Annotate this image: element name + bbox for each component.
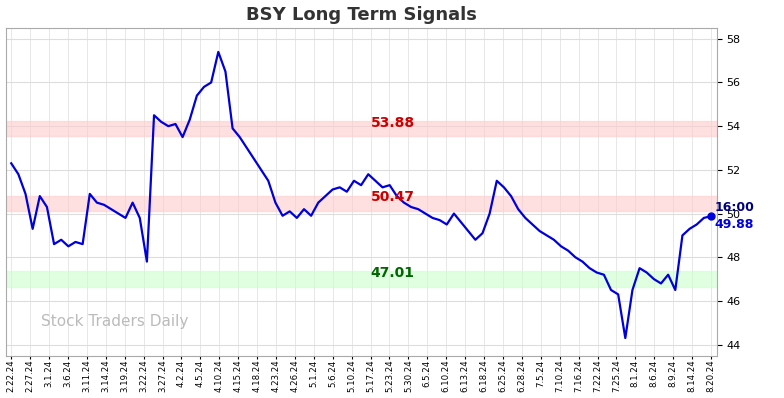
Text: 53.88: 53.88 xyxy=(371,115,415,130)
Text: Stock Traders Daily: Stock Traders Daily xyxy=(41,314,188,329)
Title: BSY Long Term Signals: BSY Long Term Signals xyxy=(245,6,477,23)
Bar xyxy=(5,121,717,137)
Text: 50.47: 50.47 xyxy=(371,190,415,204)
Text: 47.01: 47.01 xyxy=(371,266,415,280)
Text: 16:00: 16:00 xyxy=(715,201,755,214)
Text: 49.88: 49.88 xyxy=(715,218,754,231)
Bar xyxy=(5,271,717,287)
Bar xyxy=(5,196,717,211)
